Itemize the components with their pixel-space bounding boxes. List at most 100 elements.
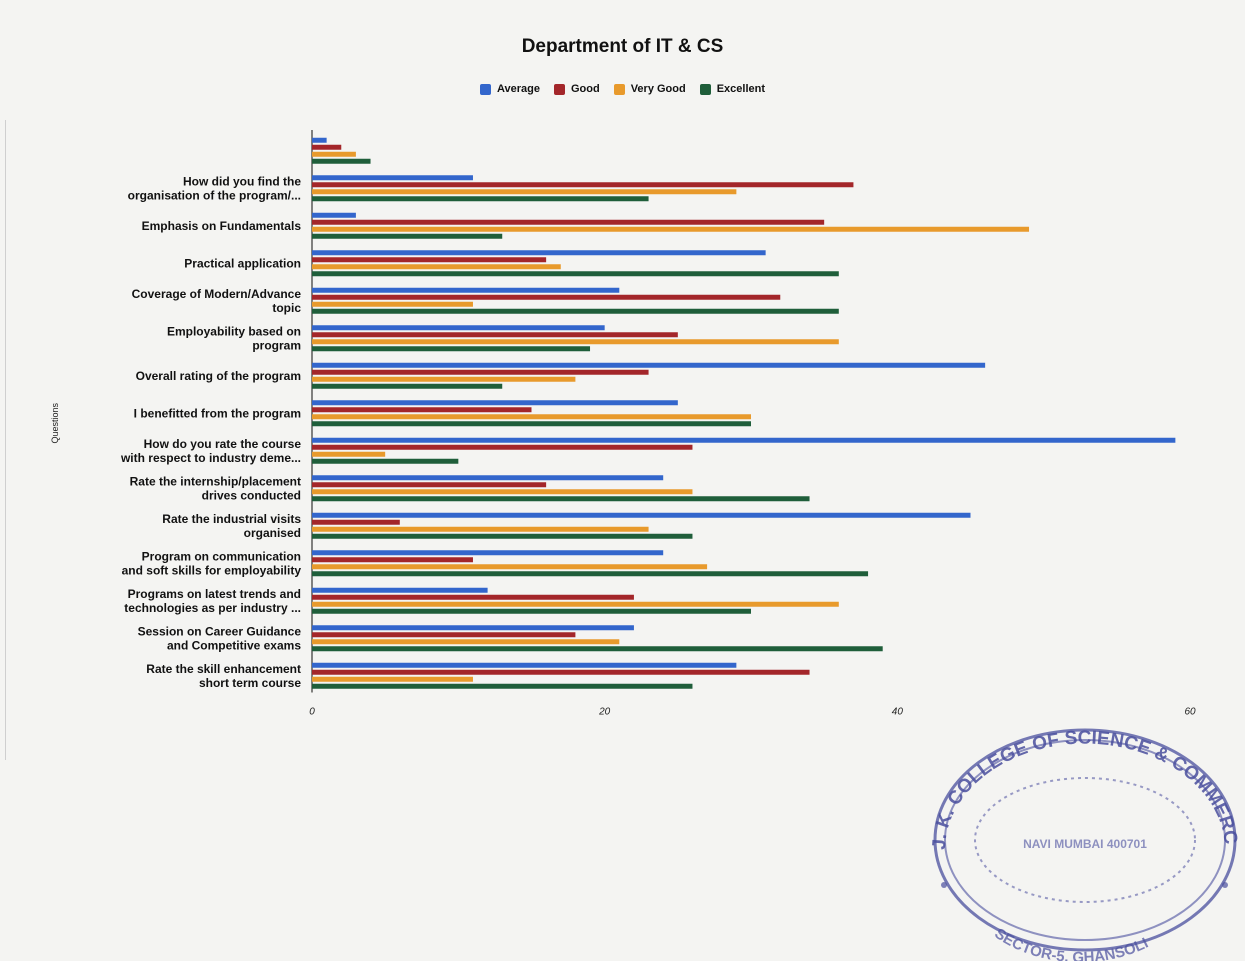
y-axis-title: Questions — [50, 402, 60, 443]
bar-average — [312, 587, 488, 593]
bar-very-good — [312, 451, 386, 457]
bar-good — [312, 594, 634, 600]
bar-average — [312, 175, 473, 181]
bar-very-good — [312, 639, 620, 645]
bar-good — [312, 332, 678, 338]
bar-excellent — [312, 308, 839, 314]
category-label: Session on Career Guidance and Competitiv… — [138, 624, 302, 652]
bar-excellent — [312, 383, 503, 389]
bar-very-good — [312, 376, 576, 382]
bar-excellent — [312, 421, 751, 427]
legend-swatch — [613, 83, 625, 95]
legend-item-1: Good — [553, 83, 600, 95]
chart-title: Department of IT & CS — [521, 36, 724, 57]
bar-good — [312, 669, 810, 675]
bar-very-good — [312, 301, 473, 307]
seal-bottom-text: SECTOR-5, GHANSOLI — [991, 925, 1151, 961]
bar-very-good — [312, 189, 737, 195]
bar-average — [312, 212, 356, 218]
legend-label: Average — [496, 83, 540, 95]
category-label: Practical application — [184, 256, 301, 270]
bar-very-good — [312, 226, 1030, 232]
bar-very-good — [312, 489, 693, 495]
svg-text:J. K. COLLEGE OF SCIENCE & COM: J. K. COLLEGE OF SCIENCE & COMMERCE — [900, 700, 1240, 850]
category-label: Coverage of Modern/Advance topic — [132, 287, 302, 315]
bar-good — [312, 557, 473, 563]
bar-average — [312, 400, 678, 406]
seal-center-text: NAVI MUMBAI 400701 — [1023, 837, 1147, 851]
bar-good — [312, 257, 547, 263]
x-tick-label: 0 — [309, 707, 315, 718]
bar-very-good — [312, 414, 751, 420]
category-label: Overall rating of the program — [136, 369, 301, 383]
bar-good — [312, 482, 547, 488]
bar-average — [312, 550, 664, 556]
bar-average — [312, 475, 664, 481]
category-label: How do you rate the course with respect t… — [120, 437, 301, 465]
bar-average — [312, 250, 766, 256]
bar-good — [312, 444, 693, 450]
bar-excellent — [312, 458, 459, 464]
bar-very-good — [312, 526, 649, 532]
legend-swatch — [699, 83, 711, 95]
bar-good — [312, 219, 825, 225]
bar-good — [312, 294, 781, 300]
college-seal-stamp: J. K. COLLEGE OF SCIENCE & COMMERCE NAVI… — [900, 700, 1240, 961]
legend-label: Excellent — [716, 83, 766, 95]
bar-very-good — [312, 339, 839, 345]
legend-item-2: Very Good — [613, 83, 686, 95]
legend-item-0: Average — [479, 83, 540, 95]
bar-excellent — [312, 533, 693, 539]
bar-excellent — [312, 233, 503, 239]
bar-excellent — [312, 608, 751, 614]
legend-swatch — [479, 83, 491, 95]
seal-top-text: J. K. COLLEGE OF SCIENCE & COMMERCE — [900, 700, 1240, 850]
bar-excellent — [312, 646, 883, 652]
bar-average — [312, 512, 971, 518]
bar-very-good — [312, 264, 561, 270]
category-label: Employability based on program — [167, 324, 301, 352]
bar-excellent — [312, 346, 591, 352]
bar-average — [312, 287, 620, 293]
legend-swatch — [553, 83, 565, 95]
bar-very-good — [312, 564, 708, 570]
bar-excellent — [312, 496, 810, 502]
legend-label: Very Good — [630, 83, 686, 95]
x-tick-label: 40 — [892, 707, 904, 718]
bar-average — [312, 437, 1176, 443]
seal-star-left — [941, 882, 947, 888]
bar-good — [312, 182, 854, 188]
legend-label: Good — [570, 83, 600, 95]
bar-excellent — [312, 196, 649, 202]
category-label: Emphasis on Fundamentals — [142, 219, 302, 233]
seal-star-right — [1222, 882, 1228, 888]
bar-average — [312, 325, 605, 331]
bar-good — [312, 632, 576, 638]
bar-excellent — [312, 271, 839, 277]
category-label: I benefitted from the program — [134, 406, 301, 420]
legend-item-3: Excellent — [699, 83, 766, 95]
bar-good — [312, 519, 400, 525]
category-label: Program on communication and soft skills … — [122, 549, 302, 577]
bar-excellent — [312, 158, 371, 164]
bar-average — [312, 625, 634, 631]
x-tick-label: 20 — [598, 707, 611, 718]
page-edge-rule — [5, 120, 6, 760]
bar-good — [312, 144, 342, 150]
bar-very-good — [312, 151, 356, 157]
bar-very-good — [312, 676, 473, 682]
bar-very-good — [312, 601, 839, 607]
svg-text:SECTOR-5, GHANSOLI: SECTOR-5, GHANSOLI — [991, 925, 1151, 961]
x-tick-label: 60 — [1184, 707, 1196, 718]
category-label: Programs on latest trends and technologie… — [124, 587, 301, 615]
bar-good — [312, 369, 649, 375]
category-label: Rate the skill enhancement short term cou… — [146, 662, 301, 690]
category-label: How did you find the organisation of the … — [128, 174, 302, 202]
category-label: Rate the internship/placement drives cond… — [130, 474, 301, 502]
bar-average — [312, 137, 327, 143]
bar-excellent — [312, 683, 693, 689]
bar-excellent — [312, 571, 869, 577]
bar-average — [312, 362, 986, 368]
bar-average — [312, 662, 737, 668]
